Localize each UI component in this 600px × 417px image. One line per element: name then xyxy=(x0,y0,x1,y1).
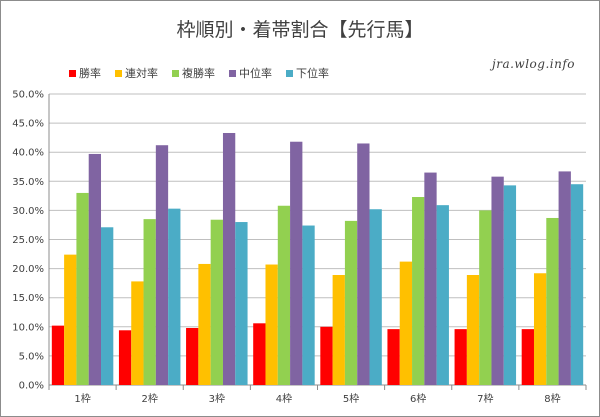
bar xyxy=(533,273,547,385)
x-tick-label: 4枠 xyxy=(276,392,292,405)
x-tick-label: 5枠 xyxy=(343,392,359,405)
bar xyxy=(131,281,144,385)
bar xyxy=(222,132,236,385)
y-tick-label: 10.0% xyxy=(12,322,44,333)
bar xyxy=(369,209,382,385)
y-tick-label: 5.0% xyxy=(19,351,44,362)
legend-swatch xyxy=(69,69,76,77)
x-tick-label: 6枠 xyxy=(410,392,426,405)
bar xyxy=(521,329,534,385)
bar xyxy=(101,227,114,385)
bar xyxy=(479,210,492,385)
bar xyxy=(558,171,571,385)
legend-swatch xyxy=(115,69,122,77)
bar xyxy=(118,330,132,385)
y-tick-label: 25.0% xyxy=(12,235,44,246)
bar xyxy=(344,220,358,385)
bar xyxy=(491,176,504,385)
x-tick-label: 7枠 xyxy=(477,392,493,405)
bar xyxy=(302,225,315,385)
legend-item-middle: 中位率 xyxy=(229,65,272,81)
bar xyxy=(76,192,89,385)
y-tick-label: 30.0% xyxy=(12,206,44,217)
legend-item-win: 勝率 xyxy=(69,65,101,81)
bar xyxy=(64,254,77,385)
bar xyxy=(235,222,248,385)
bar xyxy=(570,184,584,385)
legend-label: 複勝率 xyxy=(182,67,215,80)
x-tick-label: 8枠 xyxy=(544,392,560,405)
bar xyxy=(503,185,517,385)
legend-swatch xyxy=(172,69,179,77)
y-tick-label: 35.0% xyxy=(12,177,44,188)
bar xyxy=(399,261,413,385)
bar xyxy=(412,197,425,385)
y-tick-label: 45.0% xyxy=(12,119,44,130)
legend-item-lower: 下位率 xyxy=(286,65,329,81)
legend-label: 勝率 xyxy=(79,67,101,80)
bar xyxy=(387,329,400,385)
legend-label: 下位率 xyxy=(296,67,329,80)
bar xyxy=(320,326,333,385)
bar xyxy=(436,205,449,385)
bar xyxy=(198,263,211,385)
bar xyxy=(168,208,181,385)
watermark: jra.wlog.info xyxy=(492,57,575,71)
bar xyxy=(265,264,278,385)
y-tick-label: 20.0% xyxy=(12,264,44,275)
x-tick-label: 3枠 xyxy=(209,392,225,405)
bar xyxy=(466,275,480,385)
bar xyxy=(332,275,345,385)
bar xyxy=(290,141,303,385)
y-tick-label: 0.0% xyxy=(19,381,44,392)
bar xyxy=(546,217,559,385)
bar xyxy=(454,329,467,385)
legend-swatch xyxy=(229,69,236,77)
x-tick-label: 1枠 xyxy=(74,392,90,405)
legend-label: 中位率 xyxy=(239,67,272,80)
bar xyxy=(155,145,169,385)
bar xyxy=(357,143,370,385)
y-tick-label: 50.0% xyxy=(12,90,44,101)
bar xyxy=(253,323,266,385)
legend-item-quinella: 連対率 xyxy=(115,65,158,81)
legend: 勝率 連対率 複勝率 中位率 下位率 xyxy=(69,65,343,81)
legend-label: 連対率 xyxy=(125,67,158,80)
chart-title: 枠順別・着帯割合【先行馬】 xyxy=(176,19,424,41)
bar xyxy=(210,219,223,385)
x-tick-label: 2枠 xyxy=(142,392,158,405)
bar xyxy=(186,327,199,385)
bar xyxy=(88,153,102,385)
legend-swatch xyxy=(286,69,293,77)
y-tick-label: 40.0% xyxy=(12,148,44,159)
y-tick-label: 15.0% xyxy=(12,293,44,304)
bar xyxy=(424,172,437,385)
bar xyxy=(277,205,291,385)
bar xyxy=(143,219,156,385)
legend-item-place: 複勝率 xyxy=(172,65,215,81)
bar xyxy=(51,325,65,385)
